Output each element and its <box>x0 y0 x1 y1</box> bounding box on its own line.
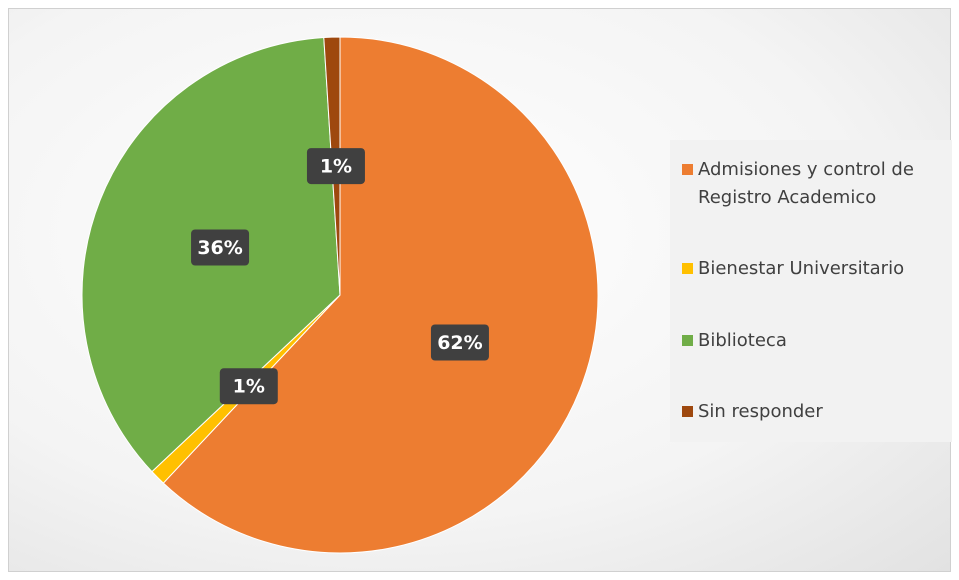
legend-item: Admisiones y control de Registro Academi… <box>682 156 940 212</box>
legend-label: Biblioteca <box>698 329 787 351</box>
legend-label: Bienestar Universitario <box>698 258 905 280</box>
legend-swatch <box>682 334 693 346</box>
data-label-text: 1% <box>320 156 352 178</box>
data-label-box <box>191 229 250 266</box>
data-label: 62% <box>430 324 489 361</box>
legend-swatch <box>682 164 693 175</box>
data-label-text: 1% <box>233 376 265 398</box>
pie-slice <box>162 36 599 554</box>
data-label: 36% <box>191 229 250 266</box>
legend-label: Admisiones y control de Registro Academi… <box>698 159 914 208</box>
data-label-text: 36% <box>197 237 242 259</box>
legend-item: Bienestar Universitario <box>682 255 940 283</box>
legend-swatch <box>682 405 693 417</box>
data-label-box <box>306 148 365 185</box>
data-label-text: 62% <box>437 332 482 354</box>
data-label: 1% <box>219 368 278 405</box>
data-label: 1% <box>306 148 365 185</box>
legend-swatch <box>682 263 693 275</box>
data-label-box <box>430 324 489 361</box>
legend-label: Sin responder <box>698 400 823 422</box>
data-label-box <box>219 368 278 405</box>
legend-item: Biblioteca <box>682 327 940 355</box>
legend-item: Sin responder <box>682 398 940 426</box>
legend: Admisiones y control de Registro Academi… <box>670 140 952 442</box>
